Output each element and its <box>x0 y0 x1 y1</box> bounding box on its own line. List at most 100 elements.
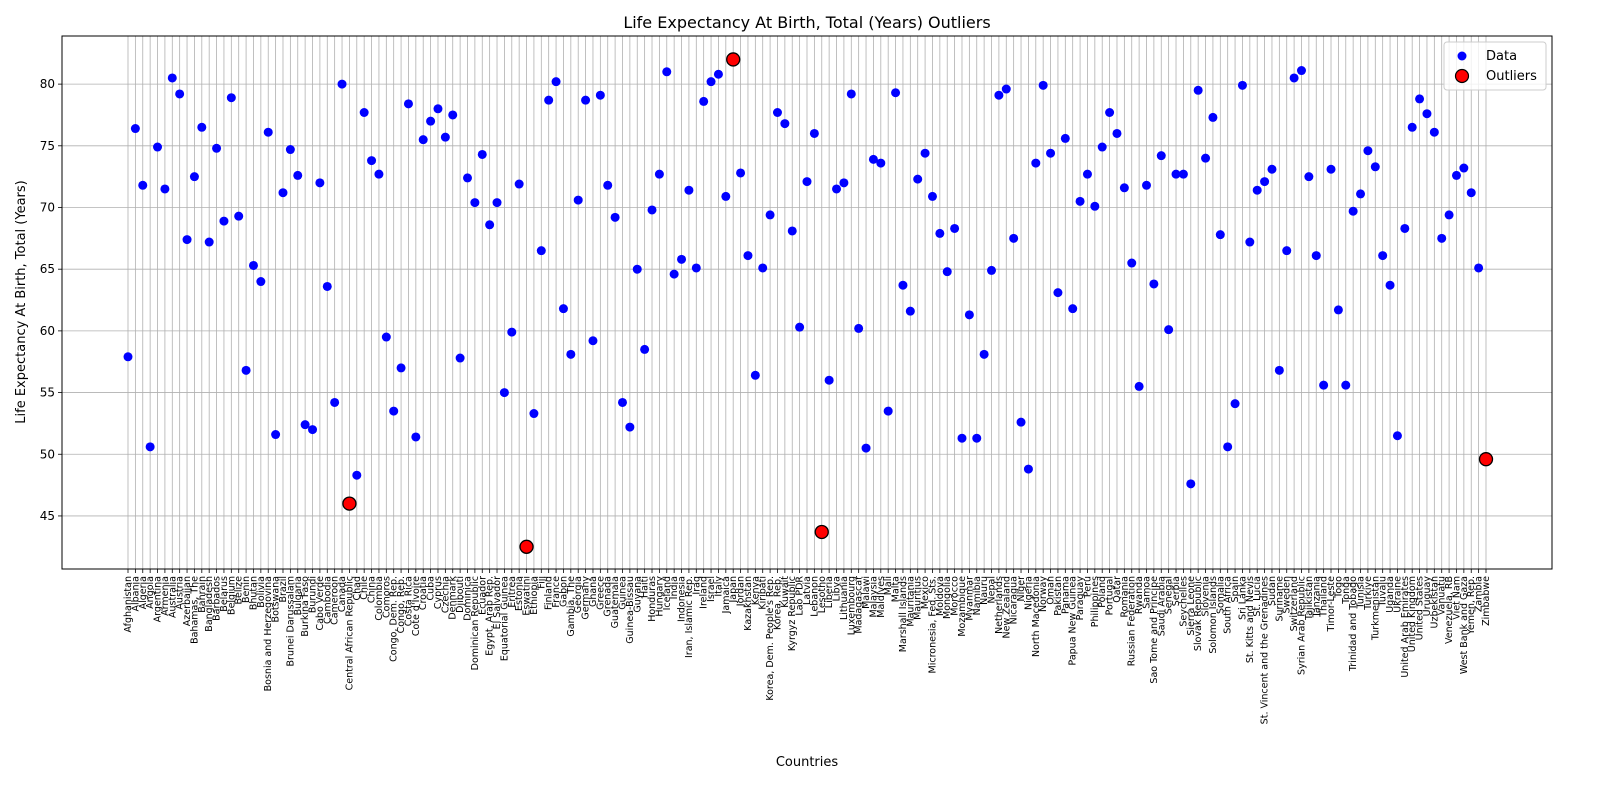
data-point-panama <box>1060 133 1070 143</box>
x-tick-label-philippines: Philippines <box>1090 576 1101 627</box>
x-tick-label-lebanon: Lebanon <box>809 576 820 617</box>
x-tick-label-chad: Chad <box>352 576 363 601</box>
data-point-kenya <box>750 370 760 380</box>
data-point-netherlands <box>994 90 1004 100</box>
x-tick-label-oman: Oman <box>1046 576 1057 605</box>
x-tick-label-st-vincent-and-the-grenadines: St. Vincent and the Grenadines <box>1260 576 1271 724</box>
x-tick-label-qatar: Qatar <box>1112 576 1123 603</box>
x-tick-label-united-arab-emirates: United Arab Emirates <box>1400 576 1411 678</box>
data-point-mozambique <box>957 433 967 443</box>
data-point-ghana <box>588 336 598 346</box>
x-tick-label-burkina-faso: Burkina Faso <box>300 576 311 637</box>
data-point-sweden <box>1282 246 1292 256</box>
x-tick-label-belize: Belize <box>234 576 245 605</box>
data-point-tuvalu <box>1378 251 1388 261</box>
data-point-czechia <box>440 132 450 142</box>
y-tick-label: 50 <box>40 447 55 461</box>
data-point-sudan <box>1267 164 1277 174</box>
data-points <box>123 52 1494 554</box>
data-point-iraq <box>691 263 701 273</box>
x-tick-label-ecuador: Ecuador <box>477 576 488 615</box>
x-tick-label-belarus: Belarus <box>219 576 230 612</box>
data-point-lebanon <box>809 128 819 138</box>
x-tick-label-slovak-republic: Slovak Republic <box>1193 576 1204 651</box>
x-tick-label-iran-islamic-rep: Iran, Islamic Rep. <box>684 576 695 658</box>
data-point-slovak-republic <box>1193 85 1203 95</box>
data-point-kyrgyz-republic <box>787 226 797 236</box>
data-point-egypt-arab-rep <box>485 220 495 230</box>
data-point-spain <box>1230 399 1240 409</box>
y-tick-label: 55 <box>40 386 55 400</box>
data-point-united-states <box>1415 94 1425 104</box>
x-tick-label-tanzania: Tanzania <box>1311 576 1322 618</box>
data-point-serbia <box>1171 169 1181 179</box>
x-tick-label-colombia: Colombia <box>374 576 385 621</box>
data-point-algeria <box>138 180 148 190</box>
data-point-burkina-faso <box>300 420 310 430</box>
data-point-guyana <box>632 264 642 274</box>
data-point-ukraine <box>1392 431 1402 441</box>
data-point-sierra-leone <box>1186 479 1196 489</box>
data-point-estonia <box>514 179 524 189</box>
x-tick-label-bosnia-and-herzegovina: Bosnia and Herzegovina <box>263 576 274 691</box>
x-tick-label-morocco: Morocco <box>950 576 961 616</box>
data-point-guinea-bissau <box>625 422 635 432</box>
x-tick-label-saudi-arabia: Saudi Arabia <box>1156 576 1167 636</box>
x-tick-label-romania: Romania <box>1119 576 1130 618</box>
x-tick-label-viet-nam: Viet Nam <box>1451 576 1462 620</box>
data-point-haiti <box>640 344 650 354</box>
data-point-grenada <box>603 180 613 190</box>
x-tick-label-azerbaijan: Azerbaijan <box>182 576 193 626</box>
data-point-cyprus <box>433 104 443 114</box>
x-tick-label-chile: Chile <box>359 576 370 600</box>
x-tick-label-israel: Israel <box>706 576 717 602</box>
data-point-eritrea <box>507 327 517 337</box>
x-tick-label-japan: Japan <box>728 576 739 604</box>
x-tick-label-djibouti: Djibouti <box>455 576 466 613</box>
x-tick-label-czechia: Czechia <box>440 576 451 613</box>
data-point-st-kitts-and-nevis <box>1245 237 1255 247</box>
data-point-congo-rep <box>396 363 406 373</box>
x-tick-label-norway: Norway <box>1038 576 1049 612</box>
data-point-brunei-darussalam <box>285 145 295 155</box>
data-point-nigeria <box>1023 464 1033 474</box>
x-tick-label-brazil: Brazil <box>278 576 289 603</box>
x-tick-label-bangladesh: Bangladesh <box>204 576 215 632</box>
data-point-norway <box>1038 80 1048 90</box>
x-tick-label-north-macedonia: North Macedonia <box>1031 576 1042 657</box>
x-tick-label-denmark: Denmark <box>448 576 459 620</box>
data-point-afghanistan <box>123 352 133 362</box>
data-point-tunisia <box>1356 189 1366 199</box>
x-tick-label-kyrgyz-republic: Kyrgyz Republic <box>787 576 798 651</box>
x-tick-label-paraguay: Paraguay <box>1075 576 1086 621</box>
x-tick-label-lithuania: Lithuania <box>839 576 850 620</box>
data-point-el-salvador <box>492 198 502 208</box>
data-point-saudi-arabia <box>1156 151 1166 161</box>
data-point-china <box>367 156 377 166</box>
data-point-argentina <box>153 142 163 152</box>
x-tick-label-liberia: Liberia <box>824 576 835 608</box>
x-tick-label-malaysia: Malaysia <box>868 576 879 618</box>
x-tick-label-uruguay: Uruguay <box>1422 576 1433 617</box>
data-point-maldives <box>876 158 886 168</box>
x-tick-label-zimbabwe: Zimbabwe <box>1481 576 1492 626</box>
x-tick-label-mozambique: Mozambique <box>957 576 968 637</box>
x-tick-label-belgium: Belgium <box>226 576 237 615</box>
x-tick-label-egypt-arab-rep: Egypt, Arab Rep. <box>485 576 496 656</box>
data-point-iceland <box>662 67 672 77</box>
x-tick-label-angola: Angola <box>145 576 156 609</box>
legend: Data Outliers <box>1443 41 1547 91</box>
x-tick-label-lesotho: Lesotho <box>817 576 828 613</box>
x-tick-label-eswatini: Eswatini <box>522 576 533 616</box>
data-point-botswana <box>271 430 281 440</box>
x-tick-label-niger: Niger <box>1016 576 1027 602</box>
data-point-united-kingdom <box>1407 122 1417 132</box>
data-point-kiribati <box>758 263 768 273</box>
x-tick-label-nepal: Nepal <box>987 576 998 603</box>
x-tick-label-panama: Panama <box>1060 576 1071 614</box>
outlier-point-central-african-republic <box>342 496 357 511</box>
data-point-indonesia <box>677 254 687 264</box>
data-point-gabon <box>558 304 568 314</box>
outlier-point-zimbabwe <box>1478 452 1494 467</box>
data-point-bulgaria <box>293 170 303 180</box>
